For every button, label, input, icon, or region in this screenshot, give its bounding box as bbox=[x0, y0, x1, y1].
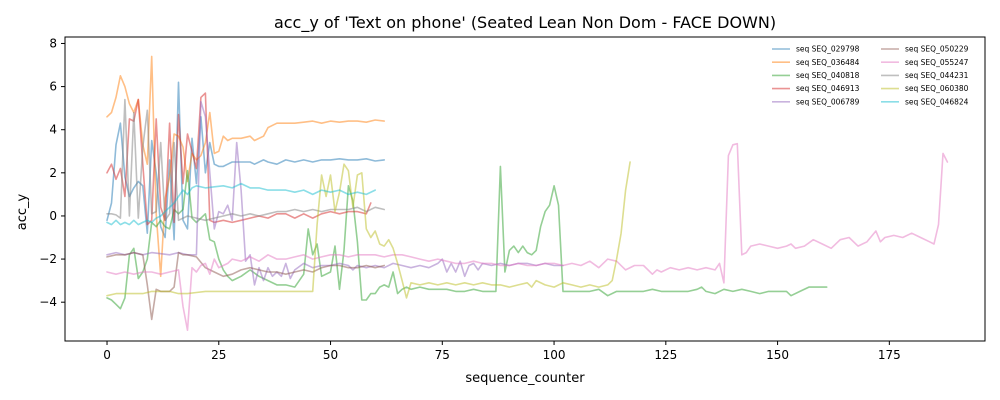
series-line-10 bbox=[106, 182, 376, 226]
x-tick-label-6: 150 bbox=[766, 348, 789, 362]
chart-title: acc_y of 'Text on phone' (Seated Lean No… bbox=[274, 13, 776, 33]
series-line-6 bbox=[106, 251, 385, 321]
x-axis: 0 25 50 75 100 125 150 175 bbox=[103, 341, 901, 362]
x-axis-label: sequence_counter bbox=[465, 371, 585, 386]
legend-label-8: seq SEQ_044231 bbox=[905, 71, 969, 80]
series-line-8 bbox=[106, 98, 385, 222]
x-tick-label-3: 75 bbox=[435, 348, 450, 362]
series-line-4 bbox=[106, 92, 372, 226]
x-tick-label-1: 25 bbox=[211, 348, 226, 362]
y-axis-label: acc_y bbox=[15, 193, 30, 230]
legend-label-10: seq SEQ_046824 bbox=[905, 97, 969, 106]
y-tick-label-6: 8 bbox=[49, 36, 57, 50]
legend-label-7: seq SEQ_055247 bbox=[905, 58, 969, 67]
legend-label-9: seq SEQ_060380 bbox=[905, 84, 969, 93]
legend-label-6: seq SEQ_050229 bbox=[905, 45, 969, 54]
plot-frame bbox=[64, 36, 986, 342]
x-tick-label-7: 175 bbox=[878, 348, 901, 362]
legend-label-2: seq SEQ_036484 bbox=[796, 58, 860, 67]
y-tick-label-0: −4 bbox=[39, 295, 57, 309]
y-tick-label-3: 2 bbox=[49, 166, 57, 180]
legend-label-4: seq SEQ_046913 bbox=[796, 84, 860, 93]
legend-label-5: seq SEQ_006789 bbox=[796, 97, 860, 106]
y-tick-label-4: 4 bbox=[49, 123, 57, 137]
legend-label-1: seq SEQ_029798 bbox=[796, 45, 860, 54]
series-line-3 bbox=[106, 165, 828, 310]
plot-area bbox=[106, 55, 949, 331]
series-line-9 bbox=[106, 161, 631, 299]
x-tick-label-4: 100 bbox=[543, 348, 566, 362]
series-line-7 bbox=[106, 142, 949, 331]
y-tick-label-1: −2 bbox=[39, 252, 57, 266]
series-line-1 bbox=[106, 81, 385, 241]
series-line-2 bbox=[106, 55, 385, 278]
y-tick-label-2: 0 bbox=[49, 209, 57, 223]
series-line-5 bbox=[106, 100, 564, 286]
x-tick-label-5: 125 bbox=[654, 348, 677, 362]
x-tick-label-2: 50 bbox=[323, 348, 338, 362]
y-axis: −4 −2 0 2 4 6 8 bbox=[39, 36, 65, 309]
legend-label-3: seq SEQ_040818 bbox=[796, 71, 860, 80]
x-tick-label-0: 0 bbox=[103, 348, 111, 362]
y-tick-label-5: 6 bbox=[49, 80, 57, 94]
